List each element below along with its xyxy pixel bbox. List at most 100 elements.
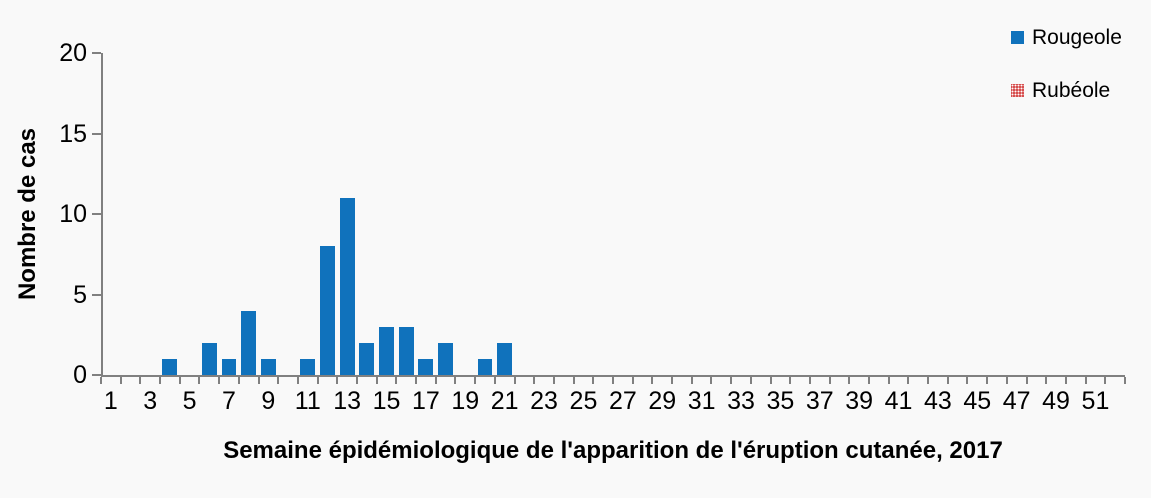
x-tick <box>828 377 831 384</box>
bar-week-12 <box>319 246 335 375</box>
y-tick <box>92 52 101 54</box>
legend-item-rubeole: Rubéole <box>1011 77 1122 104</box>
bar-week-14 <box>359 342 375 375</box>
x-tick <box>493 377 496 384</box>
x-tick-label: 19 <box>451 387 480 415</box>
x-tick <box>986 377 989 384</box>
x-tick <box>434 377 437 384</box>
x-tick <box>533 377 536 384</box>
x-tick-label: 41 <box>884 387 913 415</box>
x-tick <box>1104 377 1107 384</box>
x-tick <box>868 377 870 384</box>
y-tick <box>92 213 101 215</box>
x-tick <box>887 377 890 384</box>
x-tick <box>316 377 319 384</box>
x-tick-label: 35 <box>766 387 795 415</box>
x-tick <box>552 377 555 384</box>
x-tick <box>178 377 181 384</box>
bar-week-9 <box>260 358 276 375</box>
x-tick <box>1064 377 1067 384</box>
legend-label-rougeole: Rougeole <box>1032 26 1122 49</box>
x-tick <box>946 377 949 384</box>
x-tick <box>690 377 693 384</box>
x-tick <box>296 377 299 384</box>
x-tick-label: 7 <box>222 387 236 415</box>
x-tick-label: 21 <box>490 387 519 415</box>
bar-week-4 <box>162 358 178 375</box>
bar-week-20 <box>477 358 493 375</box>
x-tick <box>159 377 162 384</box>
y-tick-label: 15 <box>59 119 87 148</box>
x-tick <box>730 377 733 384</box>
x-tick-label: 13 <box>333 387 362 415</box>
x-tick <box>808 377 811 384</box>
rubeole-swatch-icon <box>1011 84 1024 97</box>
bar-week-15 <box>379 326 394 375</box>
legend-item-rougeole: Rougeole <box>1011 24 1122 51</box>
x-tick-label: 1 <box>103 387 118 415</box>
x-tick-label: 33 <box>727 387 755 415</box>
legend-label-rubeole: Rubéole <box>1032 79 1111 102</box>
x-tick <box>1045 377 1048 384</box>
x-tick-label: 25 <box>569 387 598 415</box>
x-tick <box>1025 377 1028 384</box>
x-tick <box>907 377 910 384</box>
x-tick <box>474 377 477 384</box>
x-tick-label: 37 <box>805 387 834 415</box>
x-tick <box>198 377 201 384</box>
x-tick-label: 17 <box>412 387 440 415</box>
x-tick <box>218 377 221 384</box>
x-axis-line <box>101 375 1125 377</box>
bar-week-13 <box>339 197 355 375</box>
x-tick <box>139 377 142 384</box>
plot-area: 0 5 10 15 20 1 3 5 7 9 11 13 15 17 19 21 23 25 27 29 31 33 35 3… <box>59 39 1126 415</box>
x-tick <box>789 377 792 384</box>
x-tick <box>237 377 240 384</box>
x-tick-label: 31 <box>687 387 716 415</box>
x-tick-label: 3 <box>143 387 158 415</box>
x-tick-label: 47 <box>1002 387 1031 415</box>
x-tick <box>927 377 930 384</box>
x-tick <box>257 377 260 384</box>
x-tick <box>671 377 674 384</box>
x-tick <box>1124 377 1126 384</box>
x-axis-title: Semaine épidémiologique de l'apparition … <box>223 437 1003 464</box>
x-tick-label: 15 <box>372 387 401 415</box>
bar-week-7 <box>221 358 237 375</box>
rougeole-swatch-icon <box>1011 31 1024 44</box>
x-tick <box>612 377 614 384</box>
bar-week-17 <box>418 358 434 375</box>
x-tick <box>513 377 516 384</box>
x-tick-label: 29 <box>648 387 677 415</box>
x-tick <box>1005 377 1008 384</box>
y-tick <box>92 293 101 296</box>
bar-week-21 <box>497 342 513 375</box>
y-tick <box>92 374 101 376</box>
bar-week-11 <box>300 358 316 375</box>
x-tick <box>710 377 713 384</box>
x-tick-label: 9 <box>261 387 276 415</box>
bar-week-16 <box>398 326 414 375</box>
x-tick-label: 23 <box>530 387 558 415</box>
x-tick <box>395 377 398 384</box>
y-tick <box>92 132 101 135</box>
x-tick-label: 49 <box>1042 387 1070 415</box>
x-tick <box>119 377 122 384</box>
bar-week-6 <box>201 342 217 375</box>
x-tick <box>572 377 575 384</box>
y-tick-label: 10 <box>59 200 87 228</box>
legend: Rougeole Rubéole <box>1011 24 1122 104</box>
x-tick <box>277 377 280 384</box>
x-tick <box>749 377 752 384</box>
x-tick <box>592 377 595 384</box>
x-tick <box>651 377 654 384</box>
x-tick <box>454 377 457 384</box>
bar-week-18 <box>438 342 454 375</box>
x-tick <box>966 377 969 384</box>
x-tick-label: 27 <box>608 387 637 415</box>
x-tick <box>356 377 358 384</box>
y-tick-label: 0 <box>73 361 87 389</box>
x-tick <box>336 377 339 384</box>
x-tick-label: 39 <box>845 387 874 415</box>
